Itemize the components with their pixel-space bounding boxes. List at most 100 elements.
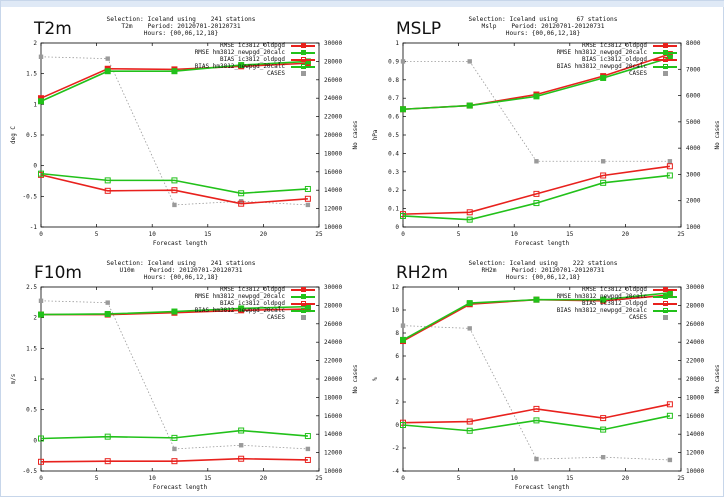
y2-tick-label: 26000 [324,77,342,84]
y2-tick-label: 16000 [324,413,342,420]
cases-point [667,159,673,164]
data-point-rmse-b [533,296,540,303]
legend-entry: CASES [557,70,681,77]
y-tick-label: 1 [33,101,37,108]
data-point-bias-b [666,172,673,179]
legend-swatch-line [653,310,677,312]
cases-point [400,323,406,328]
legend-label: BIAS ic3812_oldpgd [581,56,647,63]
chart-title: T2m [34,19,72,39]
data-point-bias-b [400,212,406,219]
x-tick-label: 15 [566,475,574,482]
legend-swatch-marker [663,287,668,292]
legend-swatch-line [291,303,315,305]
chart-header-line: T2m Period: 20120701-20120731 [121,23,241,30]
legend-entry: RMSE ic3812_oldpgd [557,42,681,49]
y-tick-label: 12 [392,284,400,291]
legend-label: BIAS ic3812_oldpgd [219,300,285,307]
data-point-bias-b [38,435,44,442]
legend-label: BIAS ic3812_oldpgd [581,300,647,307]
series-line-bias-b [402,415,671,432]
legend-swatch-line [291,59,315,61]
legend-swatch-line [653,303,677,305]
legend-swatch-marker [663,57,668,62]
x-tick-label: 20 [260,475,268,482]
chart-svg: 0 5 10 15 20 25 -1 -0.5 0 0.5 1 1.5 2 10000 12000 14000… [10,40,359,247]
x-tick-label: 5 [95,475,99,482]
y-tick-label: 0.5 [26,132,37,139]
y-tick-label: 0 [33,437,37,444]
series-line-bias-a [402,165,670,215]
cases-point [38,298,44,303]
data-point-rmse-b [238,305,245,312]
legend-swatch-line [291,310,315,312]
cases-point [105,300,110,305]
data-point-bias-a [466,418,473,425]
y2-tick-label: 12000 [686,450,704,457]
data-point-bias-a [600,172,607,179]
chart-header-line: RH2m Period: 20120701-20120731 [481,267,605,274]
x-tick-label: 10 [149,475,157,482]
y2-tick-label: 30000 [686,284,704,291]
legend-swatch-line [291,66,315,68]
legend-label: RMSE hm3812_newpgd_20calc [194,49,285,56]
data-point-bias-b [466,427,473,434]
cases-point [38,54,44,59]
legend-swatch-line [653,59,677,61]
y2-tick-label: 7000 [686,66,701,73]
series-line-bias-a [402,403,671,424]
legend-entry: RMSE hm3812_newpgd_20calc [195,49,319,56]
y-axis-label: deg C [10,126,17,144]
y-tick-label: -0.5 [23,468,38,475]
legend-swatch-marker [301,57,306,62]
chart-header: Selection: Iceland using 241 stations U10… [96,260,266,281]
x-tick-label: 5 [457,231,461,238]
legend-label: RMSE hm3812_newpgd_20calc [194,293,285,300]
legend-swatch-marker [301,71,306,76]
legend-entry: RMSE hm3812_newpgd_20calc [195,293,319,300]
x-tick-label: 10 [511,475,519,482]
data-point-bias-a [666,401,673,408]
chart-header-line: Hours: {00,06,12,18} [505,274,581,281]
x-tick-label: 25 [677,231,685,238]
legend-entry: CASES [195,70,319,77]
data-point-rmse-b [466,300,473,307]
y2-tick-label: 6000 [686,93,701,100]
y-tick-label: 0 [395,224,399,231]
chart-panel-t2m: T2m Selection: Iceland using 241 stations… [1,9,363,254]
data-point-bias-b [533,417,540,424]
y2-tick-label: 4000 [686,145,701,152]
legend-entry: BIAS ic3812_oldpgd [557,56,681,63]
y-tick-label: 0.4 [388,150,399,157]
series-line-bias-b [402,174,670,221]
y2-axis-label: No cases [352,120,359,149]
x-tick-label: 15 [566,231,574,238]
y2-tick-label: 1000 [686,224,701,231]
cases-point [600,455,606,460]
legend-label: CASES [628,314,647,321]
y-tick-label: 1 [395,40,399,47]
y-tick-label: 4 [395,376,399,383]
legend-swatch-marker [663,43,668,48]
legend-label: CASES [266,70,285,77]
x-tick-label: 20 [622,231,630,238]
chart-legend: RMSE ic3812_oldpgd RMSE hm3812_newpgd_20c… [557,286,681,321]
data-point-rmse-b [400,336,406,343]
series-cases-line [402,325,670,461]
data-point-bias-a [304,456,311,463]
data-point-rmse-b [400,106,406,113]
cases-point [305,446,311,452]
chart-legend: RMSE ic3812_oldpgd RMSE hm3812_newpgd_20c… [195,286,319,321]
y2-tick-label: 2000 [686,198,701,205]
legend-entry: BIAS hm3812_newpgd_20calc [557,307,681,314]
legend-swatch-marker [663,71,668,76]
data-point-bias-a [600,415,607,422]
y2-tick-label: 10000 [324,224,342,231]
y-tick-label: 0.3 [388,169,399,176]
y2-tick-label: 30000 [324,284,342,291]
y2-tick-label: 14000 [324,431,342,438]
data-point-bias-a [238,200,245,207]
legend-swatch-marker [301,315,306,320]
y2-tick-label: 20000 [324,132,342,139]
data-point-bias-b [104,433,111,440]
